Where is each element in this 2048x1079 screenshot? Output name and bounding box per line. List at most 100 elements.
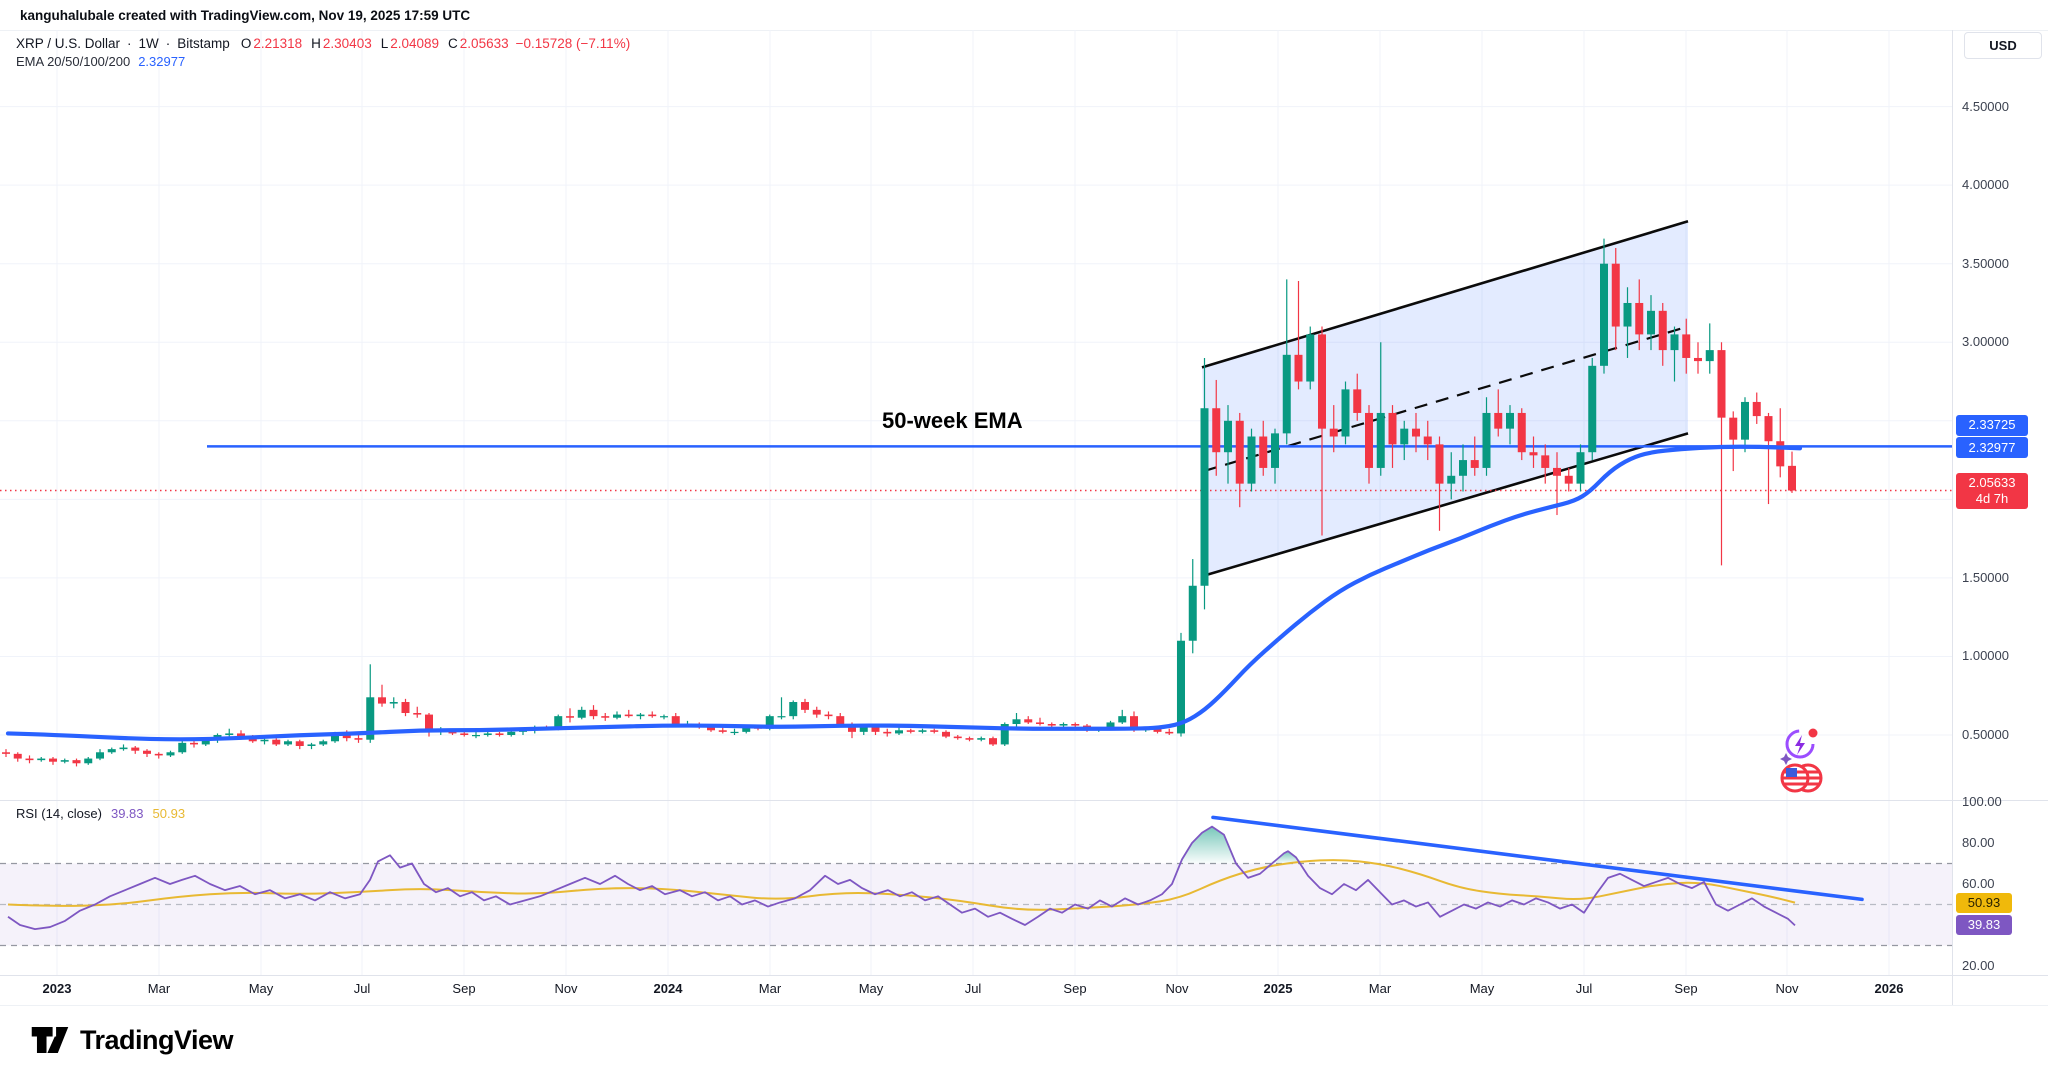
time-axis-label: Jul [964,981,982,996]
candle-body [284,741,292,745]
candle-body [977,738,986,740]
time-axis-label: Mar [1368,981,1392,996]
candle-body [812,709,821,715]
candle-body [554,716,563,729]
candle-body [1435,444,1444,484]
candle-body [730,731,739,734]
candle-body [178,742,187,753]
rsi-axis-label: 60.00 [1962,876,1995,891]
candle-body [378,697,386,704]
candle-body [425,714,433,732]
candle-body [107,749,116,753]
candle-body [1623,302,1632,327]
fifty-week-ema-annotation[interactable]: 50-week EMA [882,408,1023,433]
candle-body [671,716,680,725]
candle-body [1071,724,1080,726]
rsi-trendline-drawing[interactable] [1211,815,1864,902]
candle-body [1224,420,1232,453]
price-line-badge: 2.33725 [1956,414,2028,436]
candle-body [707,727,715,731]
candle-body [1376,412,1385,468]
symbol-legend[interactable]: XRP / U.S. Dollar · 1W · Bitstamp O 2.213… [16,36,630,51]
candle-body [1506,412,1514,429]
time-axis-label: May [858,981,884,996]
currency-toggle-button[interactable]: USD [1964,32,2042,59]
candle-body [742,727,751,732]
candle-body [49,758,57,762]
candle-body [1776,441,1785,467]
flash-reaction-icon[interactable] [1780,728,1818,766]
candle-body [143,750,151,754]
price-axis-separator[interactable] [1952,30,1953,1005]
candle-body [1482,412,1491,468]
rsi-pane [0,815,1952,947]
time-axis-label: Sep [452,981,476,996]
candle-body [1329,428,1338,437]
candle-body [1353,389,1362,413]
time-axis-label: Sep [1674,981,1698,996]
time-axis-label: 2024 [653,981,683,996]
rsi-legend-title: RSI (14, close) [16,806,102,821]
ema-legend[interactable]: EMA 20/50/100/200 2.32977 [16,54,185,69]
candle-body [1212,408,1221,453]
time-axis-label: Nov [1775,981,1799,996]
candle-body [1600,263,1608,366]
candle-body [789,702,798,717]
time-axis-label: Jul [353,981,371,996]
candle-body [201,739,210,745]
candle-body [1741,401,1749,440]
candle-body [836,716,845,725]
rsi-legend[interactable]: RSI (14, close) 39.83 50.93 [16,806,185,821]
candle-body [84,758,93,764]
interval-label[interactable]: 1W [138,36,159,51]
candle-body [1341,389,1350,437]
candle-body [1529,452,1538,456]
time-axis-label: Mar [147,981,171,996]
candle-body [460,733,469,735]
candle-body [1788,465,1796,491]
floating-reactions[interactable] [1778,726,1826,796]
candle-body [225,733,234,735]
price-axis-label: 1.50000 [1962,569,2009,585]
tradingview-wordmark: TradingView [80,1024,234,1055]
candle-body [1036,722,1044,725]
candle-body [848,724,856,732]
candle-body [859,727,868,732]
candle-body [319,741,328,745]
candle-body [354,738,363,740]
candle-body [989,738,997,745]
candle-body [1611,263,1620,327]
price-axis-label: 3.00000 [1962,334,2009,350]
candle-body [589,709,598,717]
candle-body [1000,724,1009,745]
candle-body [1764,416,1773,442]
candle-body [25,758,34,761]
time-axis-label: Sep [1063,981,1087,996]
candle-body [1282,354,1291,434]
candle-body [942,731,950,737]
candle-body [507,731,516,735]
candle-body [495,733,504,735]
ema-curve[interactable] [5,444,1803,742]
candle-body [1177,640,1185,734]
separator-dot: · [127,36,132,51]
price-axis-label: 0.50000 [1962,727,2009,742]
candle-body [953,736,962,739]
candle-body [1388,412,1397,445]
pane-separator[interactable] [0,800,2048,801]
symbol-title[interactable]: XRP / U.S. Dollar [16,36,121,51]
candle-body [154,753,163,756]
time-axis-label: Nov [554,981,578,996]
candle-body [1588,365,1597,453]
candle-body [272,739,281,745]
us-flag-pair-icon[interactable] [1780,763,1823,793]
candle-body [1153,728,1162,732]
tradingview-logo[interactable]: TradingView [30,1020,234,1060]
ohlc-value: 2.21318 [253,36,303,51]
candle-body [166,752,175,756]
candle-body [1318,334,1326,429]
candle-body [472,735,480,737]
candle-body [2,752,10,754]
